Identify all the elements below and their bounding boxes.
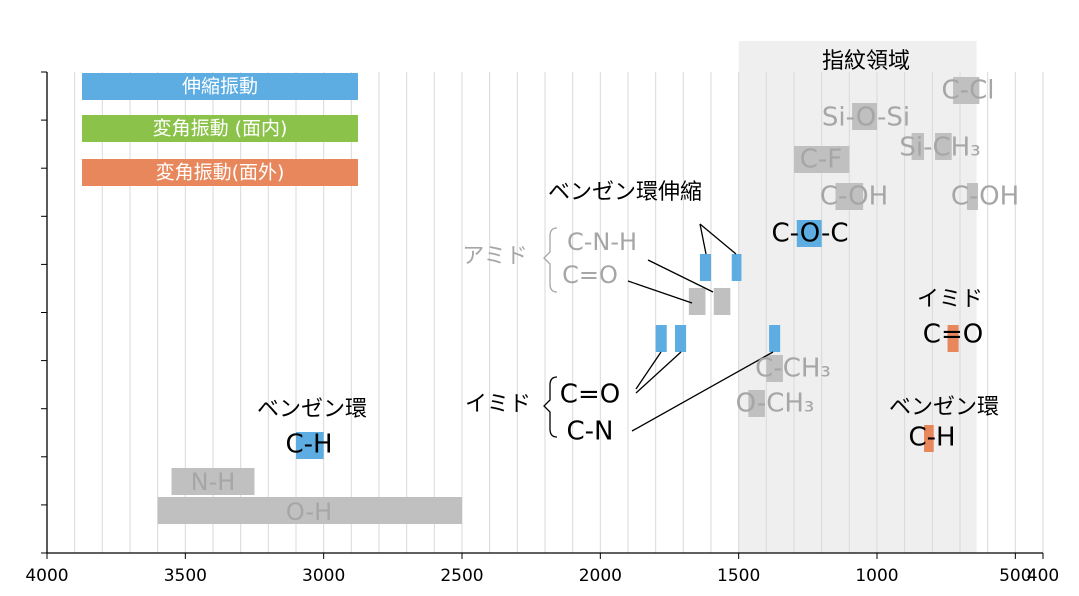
legend-swatch bbox=[82, 73, 358, 100]
annotation: ベンゼン環伸縮 bbox=[548, 180, 702, 205]
legend-swatch bbox=[82, 115, 358, 142]
bar bbox=[296, 432, 324, 459]
bar bbox=[748, 390, 765, 417]
x-tick-label: 1500 bbox=[717, 566, 760, 586]
annotation: Si-CH₃ bbox=[899, 133, 980, 163]
x-tick-label: 500 bbox=[999, 566, 1031, 586]
annotation: C=O bbox=[560, 380, 620, 410]
annotation: ベンゼン環 bbox=[889, 395, 999, 420]
x-tick-label: 1000 bbox=[855, 566, 898, 586]
bracket bbox=[543, 227, 558, 293]
x-tick-label: 2000 bbox=[579, 566, 622, 586]
annotation: アミド bbox=[462, 244, 528, 269]
bar bbox=[953, 77, 980, 104]
connector bbox=[699, 223, 737, 255]
annotation: C-F bbox=[800, 145, 843, 175]
annotation: イミド bbox=[917, 287, 983, 312]
annotation: C-H bbox=[908, 423, 955, 453]
x-tick-label: 400 bbox=[1027, 566, 1059, 586]
bar bbox=[935, 133, 952, 160]
annotation: C-N bbox=[567, 417, 614, 447]
x-tick-label: 4000 bbox=[25, 566, 68, 586]
bar bbox=[852, 103, 877, 130]
annotation: C-N-H bbox=[567, 228, 637, 256]
annotation: O-H bbox=[286, 498, 332, 526]
region-label: 指紋領域 bbox=[822, 49, 910, 74]
bar bbox=[731, 254, 742, 281]
annotation: C=O bbox=[562, 261, 618, 289]
annotation: O-CH₃ bbox=[736, 389, 815, 419]
x-tick-label: 2500 bbox=[440, 566, 483, 586]
bar bbox=[835, 183, 864, 210]
bar bbox=[766, 355, 783, 382]
annotation: C-O-C bbox=[772, 219, 849, 249]
x-tick-label: 3500 bbox=[164, 566, 207, 586]
bar bbox=[655, 325, 667, 352]
annotation: C-H bbox=[285, 430, 332, 460]
connector bbox=[699, 223, 707, 255]
annotation: C=O bbox=[923, 320, 983, 350]
legend-label: 伸縮振動 bbox=[182, 76, 258, 98]
bar bbox=[688, 288, 706, 315]
bar bbox=[157, 497, 462, 524]
annotation: イミド bbox=[465, 392, 531, 417]
legend-label: 変角振動 (面内) bbox=[153, 118, 288, 140]
bar bbox=[699, 254, 711, 281]
x-tick-label: 3000 bbox=[302, 566, 345, 586]
connector bbox=[627, 280, 693, 304]
legend-label: 変角振動(面外) bbox=[156, 162, 285, 184]
connector bbox=[631, 351, 774, 432]
annotation: C-OH bbox=[820, 182, 888, 212]
bar bbox=[924, 425, 934, 452]
connector bbox=[635, 351, 662, 390]
connector bbox=[635, 351, 682, 394]
annotation: ベンゼン環 bbox=[257, 397, 367, 422]
annotation: N-H bbox=[191, 468, 236, 496]
bar-layer bbox=[82, 73, 980, 524]
annotation: Si-O-Si bbox=[822, 103, 910, 133]
bar bbox=[171, 468, 255, 495]
bar bbox=[794, 146, 850, 173]
annotation: C-OH bbox=[951, 182, 1019, 212]
bar bbox=[947, 325, 959, 352]
connector-layer bbox=[543, 223, 774, 438]
annotation: C-Cl bbox=[942, 76, 995, 106]
bar bbox=[713, 288, 731, 315]
bar bbox=[769, 325, 781, 352]
bar bbox=[911, 133, 925, 160]
connector bbox=[647, 259, 714, 293]
bracket bbox=[543, 376, 558, 438]
bar bbox=[675, 325, 687, 352]
legend-swatch bbox=[82, 159, 358, 186]
annotation: C-CH₃ bbox=[755, 354, 831, 384]
bar bbox=[796, 220, 822, 247]
bar bbox=[966, 183, 978, 210]
